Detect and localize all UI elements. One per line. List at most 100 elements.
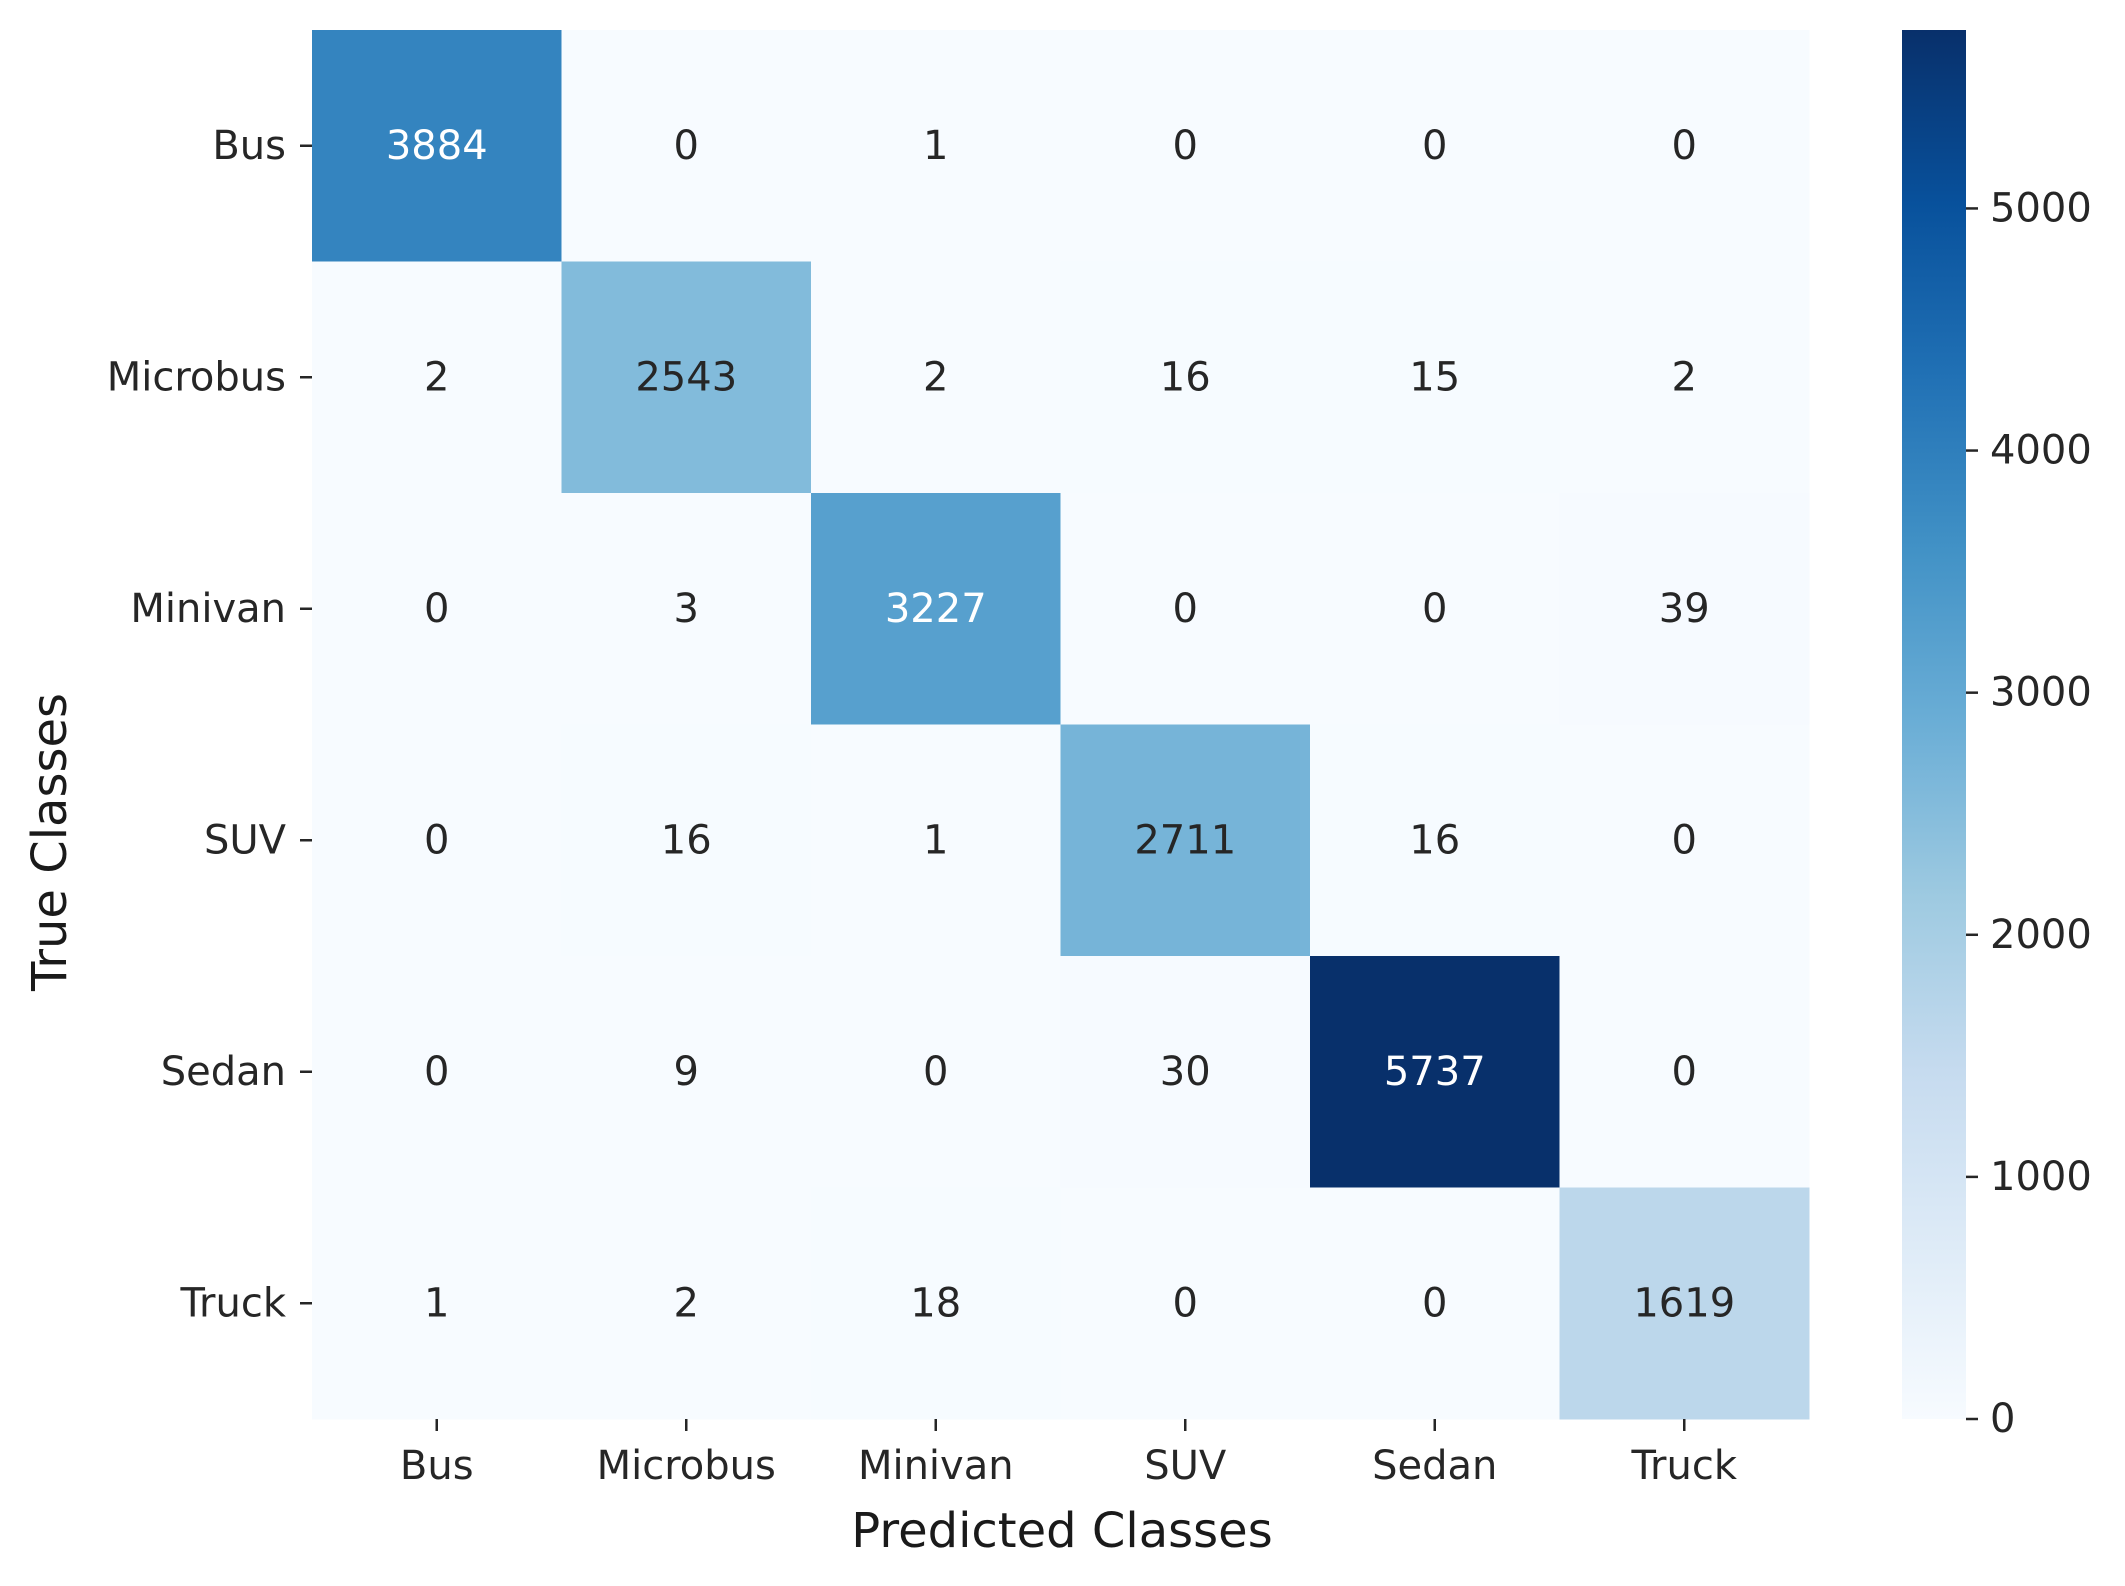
y-tick-label: SUV [204, 817, 287, 863]
cell-value-label: 0 [424, 817, 449, 863]
heatmap-cell [811, 30, 1061, 262]
heatmap-cell [312, 956, 562, 1188]
heatmap-cell [811, 724, 1061, 957]
cell-value-label: 16 [1409, 817, 1460, 863]
cell-value-label: 15 [1409, 354, 1460, 400]
colorbar-tick-label: 0 [1990, 1396, 2015, 1442]
cell-value-label: 2543 [635, 354, 737, 400]
y-tick-label: Microbus [107, 354, 286, 400]
cell-value-label: 1619 [1633, 1280, 1735, 1326]
cell-value-label: 2 [674, 1280, 699, 1326]
cell-value-label: 0 [1672, 1049, 1697, 1095]
x-tick-label: Truck [1630, 1443, 1737, 1489]
heatmap-cell [1559, 493, 1810, 725]
heatmap-cell [1060, 493, 1311, 725]
colorbar-tick-label: 1000 [1990, 1154, 2092, 1200]
y-tick-label: Bus [212, 123, 286, 169]
heatmap-cell [312, 1187, 562, 1420]
heatmap-cell [561, 1187, 812, 1420]
cell-value-label: 0 [424, 1049, 449, 1095]
cell-value-label: 30 [1160, 1049, 1211, 1095]
heatmap-cells [312, 30, 1810, 1420]
cell-value-label: 2 [923, 354, 948, 400]
cell-labels: 3884 0 1 0 0 0 2 2543 2 16 15 2 0 3 3227 0 0 39 0 16 1 2711 16… [386, 123, 1735, 1327]
cell-value-label: 0 [1672, 123, 1697, 169]
cell-value-label: 0 [923, 1049, 948, 1095]
heatmap-cell [561, 30, 812, 262]
heatmap-cell [811, 493, 1061, 725]
colorbar-tick-label: 3000 [1990, 670, 2092, 716]
cell-value-label: 3227 [885, 586, 987, 632]
heatmap-cell [1060, 261, 1311, 494]
cell-value-label: 0 [1422, 586, 1447, 632]
heatmap-cell [312, 493, 562, 725]
colorbar-tick-label: 2000 [1990, 912, 2092, 958]
heatmap-cell [561, 956, 812, 1188]
cell-value-label: 16 [1160, 354, 1211, 400]
cell-value-label: 0 [674, 123, 699, 169]
cell-value-label: 1 [923, 817, 948, 863]
cell-value-label: 16 [661, 817, 712, 863]
heatmap-cell [1060, 1187, 1311, 1420]
x-tick-label: Minivan [858, 1443, 1014, 1489]
cell-value-label: 18 [910, 1280, 961, 1326]
y-tick-label: Minivan [130, 586, 286, 632]
heatmap-cell [1310, 261, 1560, 494]
heatmap-cell [561, 724, 812, 957]
x-axis-ticks: Bus Microbus Minivan SUV Sedan Truck [400, 1419, 1738, 1489]
colorbar-tick-label: 4000 [1990, 428, 2092, 474]
x-tick-label: SUV [1144, 1443, 1227, 1489]
cell-value-label: 2 [424, 354, 449, 400]
heatmap-cell [1310, 724, 1560, 957]
cell-value-label: 3 [674, 586, 699, 632]
heatmap-cell [312, 724, 562, 957]
heatmap-cell [811, 261, 1061, 494]
heatmap-cell [811, 1187, 1061, 1420]
heatmap-cell [312, 30, 562, 262]
heatmap-cell [1559, 30, 1810, 262]
cell-value-label: 9 [674, 1049, 699, 1095]
colorbar [1902, 30, 1966, 1419]
heatmap-cell [1559, 1187, 1810, 1420]
cell-value-label: 1 [424, 1280, 449, 1326]
heatmap-cell [1310, 30, 1560, 262]
heatmap-cell [1060, 30, 1311, 262]
cell-value-label: 2 [1672, 354, 1697, 400]
colorbar-tick-label: 5000 [1990, 185, 2092, 231]
heatmap-cell [1559, 956, 1810, 1188]
heatmap-cell [1310, 493, 1560, 725]
x-tick-label: Microbus [597, 1443, 776, 1489]
y-tick-label: Truck [179, 1280, 286, 1326]
cell-value-label: 0 [1173, 1280, 1198, 1326]
y-tick-label: Sedan [161, 1049, 286, 1095]
cell-value-label: 5737 [1384, 1049, 1486, 1095]
cell-value-label: 0 [1422, 123, 1447, 169]
cell-value-label: 0 [1173, 123, 1198, 169]
colorbar-ticks: 0 1000 2000 3000 4000 5000 [1966, 185, 2092, 1442]
cell-value-label: 1 [923, 123, 948, 169]
heatmap-cell [561, 261, 812, 494]
heatmap-cell [1310, 1187, 1560, 1420]
cell-value-label: 0 [1672, 817, 1697, 863]
cell-value-label: 0 [1173, 586, 1198, 632]
heatmap-cell [1310, 956, 1560, 1188]
x-tick-label: Bus [400, 1443, 474, 1489]
heatmap-cell [1559, 261, 1810, 494]
y-axis-ticks: Bus Microbus Minivan SUV Sedan Truck [107, 123, 312, 1326]
x-axis-title: Predicted Classes [851, 1503, 1272, 1559]
y-axis-title: True Classes [22, 693, 78, 992]
cell-value-label: 3884 [386, 123, 488, 169]
heatmap-cell [561, 493, 812, 725]
heatmap-cell [1060, 956, 1311, 1188]
heatmap-cell [1559, 724, 1810, 957]
x-tick-label: Sedan [1372, 1443, 1497, 1489]
cell-value-label: 0 [424, 586, 449, 632]
heatmap-cell [312, 261, 562, 494]
heatmap-cell [1060, 724, 1311, 957]
cell-value-label: 39 [1659, 586, 1710, 632]
heatmap-cell [811, 956, 1061, 1188]
cell-value-label: 2711 [1134, 817, 1236, 863]
cell-value-label: 0 [1422, 1280, 1447, 1326]
